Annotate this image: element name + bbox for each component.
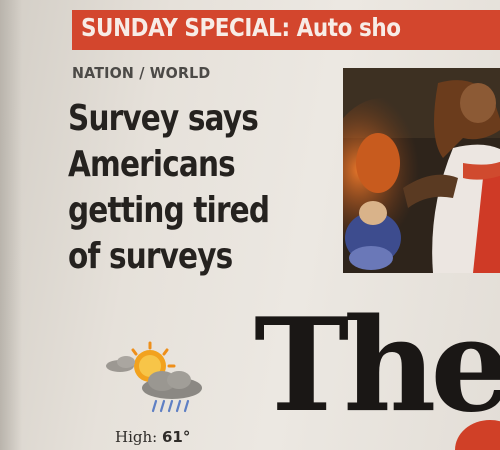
promo-banner-text: SUNDAY SPECIAL: Auto sho — [81, 13, 401, 42]
newspaper-masthead: The — [254, 298, 500, 438]
high-temperature-label: High: — [115, 428, 162, 446]
high-temperature: High: 61° — [115, 428, 190, 446]
crowd-photo-illustration — [343, 68, 500, 273]
partly-sunny-rain-icon — [106, 341, 202, 413]
high-temperature-value: 61° — [161, 428, 191, 446]
section-label: NATION / WORLD — [72, 64, 211, 82]
promo-banner: SUNDAY SPECIAL: Auto sho — [72, 10, 500, 50]
article-headline: Survey says Americans getting tired of s… — [68, 98, 270, 277]
news-photo — [343, 68, 500, 273]
masthead-text: The — [254, 298, 500, 438]
page-fold-shadow — [0, 0, 22, 450]
